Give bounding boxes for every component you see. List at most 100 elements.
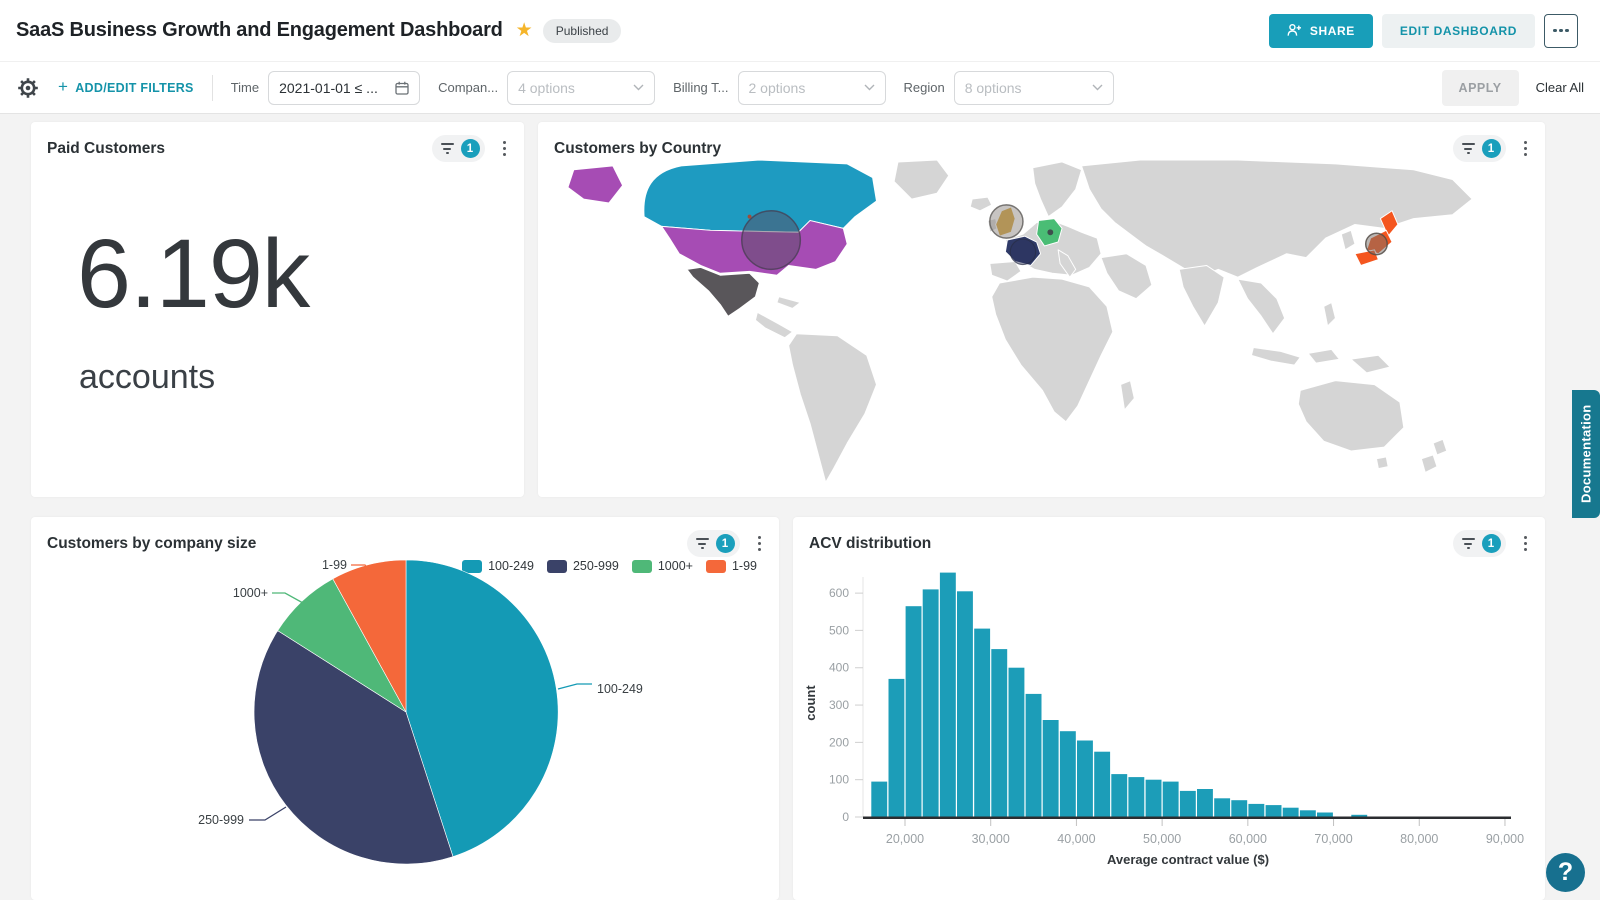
legend-swatch <box>705 559 726 573</box>
apply-button[interactable]: APPLY <box>1441 69 1519 106</box>
company-filter-select[interactable]: 4 options <box>507 70 656 105</box>
histogram-bar[interactable] <box>888 678 905 817</box>
pie-callout-line <box>351 564 373 575</box>
pie-slice-label: 250-999 <box>198 813 244 827</box>
documentation-tab[interactable]: Documentation <box>1572 390 1600 518</box>
legend-item[interactable]: 250-999 <box>546 559 619 573</box>
country-mexico[interactable] <box>686 266 760 317</box>
histogram-bar[interactable] <box>1128 777 1145 817</box>
kpi-unit: accounts <box>79 358 216 396</box>
kebab-menu-icon[interactable] <box>497 137 513 161</box>
map-bubble-united-kingdom[interactable] <box>989 204 1024 239</box>
map-bubble-france[interactable] <box>1009 238 1037 266</box>
histogram-bar[interactable] <box>1214 798 1231 817</box>
pie-slice-label: 100-249 <box>597 682 643 696</box>
chevron-down-icon <box>864 84 874 91</box>
histogram-bar[interactable] <box>1094 751 1111 817</box>
x-axis-title: Average contract value ($) <box>1107 852 1269 867</box>
panel-paid-customers: Paid Customers 1 6.19k accounts <box>31 122 524 497</box>
legend-item[interactable]: 1-99 <box>705 559 757 573</box>
top-bar: SaaS Business Growth and Engagement Dash… <box>0 0 1600 62</box>
share-button[interactable]: SHARE <box>1268 13 1373 48</box>
pie-slice-1-99[interactable] <box>332 559 407 713</box>
histogram-bar[interactable] <box>905 606 922 817</box>
histogram-bar[interactable] <box>1162 781 1179 817</box>
histogram-bar[interactable] <box>1197 789 1213 817</box>
histogram-bar[interactable] <box>991 649 1008 817</box>
filter-funnel-icon <box>695 536 709 552</box>
country-united-kingdom[interactable] <box>995 206 1016 237</box>
billing-filter-select[interactable]: 2 options <box>737 70 886 105</box>
histogram-bar[interactable] <box>1145 779 1162 817</box>
histogram-bar[interactable] <box>1351 814 1368 817</box>
pie-callout-line <box>557 683 592 690</box>
filter-label-billing: Billing T... <box>673 80 729 95</box>
pie-chart: 100-249 250-999 1000+ 1-99 <box>198 558 643 865</box>
kebab-menu-icon[interactable] <box>1518 532 1534 556</box>
pie-slice-250-999[interactable] <box>253 630 454 865</box>
widget-filter-chip[interactable]: 1 <box>431 135 485 162</box>
clear-all-button[interactable]: Clear All <box>1535 80 1584 95</box>
legend-item[interactable]: 100-249 <box>462 559 534 573</box>
x-tick-label: 40,000 <box>1057 832 1095 846</box>
histogram-bar[interactable] <box>1282 807 1299 817</box>
world-map[interactable] <box>554 160 1531 492</box>
country-central-america <box>754 311 794 339</box>
country-australia <box>1297 380 1405 452</box>
histogram-bar[interactable] <box>1248 803 1265 817</box>
region-filter-select[interactable]: 8 options <box>953 70 1114 105</box>
country-new-zealand <box>1420 438 1448 473</box>
widget-filter-chip[interactable]: 1 <box>1452 530 1506 557</box>
legend-swatch <box>546 559 567 573</box>
country-africa <box>991 276 1114 423</box>
histogram-bar[interactable] <box>1231 800 1248 817</box>
histogram-bar[interactable] <box>1008 667 1025 817</box>
legend-label: 250-999 <box>572 559 619 573</box>
kebab-menu-icon[interactable] <box>752 532 768 556</box>
histogram-bar[interactable] <box>1317 812 1333 818</box>
y-tick-label: 600 <box>829 586 849 600</box>
add-edit-filters-button[interactable]: + ADD/EDIT FILTERS <box>58 77 194 97</box>
map-bubble-japan[interactable] <box>1364 232 1388 256</box>
pie-callout-line <box>249 806 287 821</box>
legend-swatch <box>462 559 483 573</box>
widget-filter-chip[interactable]: 1 <box>686 530 740 557</box>
histogram-bar[interactable] <box>1265 805 1282 817</box>
histogram-bar[interactable] <box>1059 731 1076 817</box>
histogram-bar[interactable] <box>1111 774 1128 817</box>
time-filter-input[interactable]: 2021-01-01 ≤ ... <box>268 70 421 105</box>
histogram-bar[interactable] <box>939 572 956 817</box>
edit-dashboard-button[interactable]: EDIT DASHBOARD <box>1381 13 1535 48</box>
widget-filter-chip[interactable]: 1 <box>1452 135 1506 162</box>
histogram-bar[interactable] <box>974 628 991 817</box>
help-button[interactable]: ? <box>1546 853 1585 892</box>
y-tick-label: 300 <box>829 698 849 712</box>
pie-callout-line <box>272 592 304 604</box>
legend-item[interactable]: 1000+ <box>631 559 693 573</box>
histogram-bar[interactable] <box>957 591 973 817</box>
share-button-label: SHARE <box>1309 23 1355 38</box>
histogram-bar[interactable] <box>1179 790 1196 817</box>
country-france[interactable] <box>1004 235 1042 266</box>
country-philippines <box>1323 302 1336 327</box>
legend-label: 1-99 <box>731 559 757 573</box>
kebab-menu-icon[interactable] <box>1518 137 1534 161</box>
gear-icon[interactable] <box>16 76 40 100</box>
more-options-button[interactable] <box>1544 13 1578 48</box>
filter-label-region: Region <box>903 80 945 95</box>
favorite-star-icon[interactable]: ★ <box>515 20 533 41</box>
histogram-bar[interactable] <box>922 589 939 817</box>
histogram-bar[interactable] <box>871 781 888 817</box>
pie-slice-100-249[interactable] <box>405 559 559 857</box>
country-madagascar <box>1120 380 1135 411</box>
histogram-bar[interactable] <box>1299 810 1316 817</box>
map-bubble-united-states[interactable] <box>741 210 802 271</box>
edit-dashboard-label: EDIT DASHBOARD <box>1399 23 1517 38</box>
country-alaska[interactable] <box>567 165 624 204</box>
filter-label-time: Time <box>230 80 260 95</box>
histogram-bar[interactable] <box>1077 740 1093 818</box>
histogram-bar[interactable] <box>1025 693 1042 817</box>
y-tick-label: 400 <box>829 661 849 675</box>
map-bubble-germany[interactable] <box>1047 229 1054 236</box>
histogram-bar[interactable] <box>1042 720 1059 817</box>
